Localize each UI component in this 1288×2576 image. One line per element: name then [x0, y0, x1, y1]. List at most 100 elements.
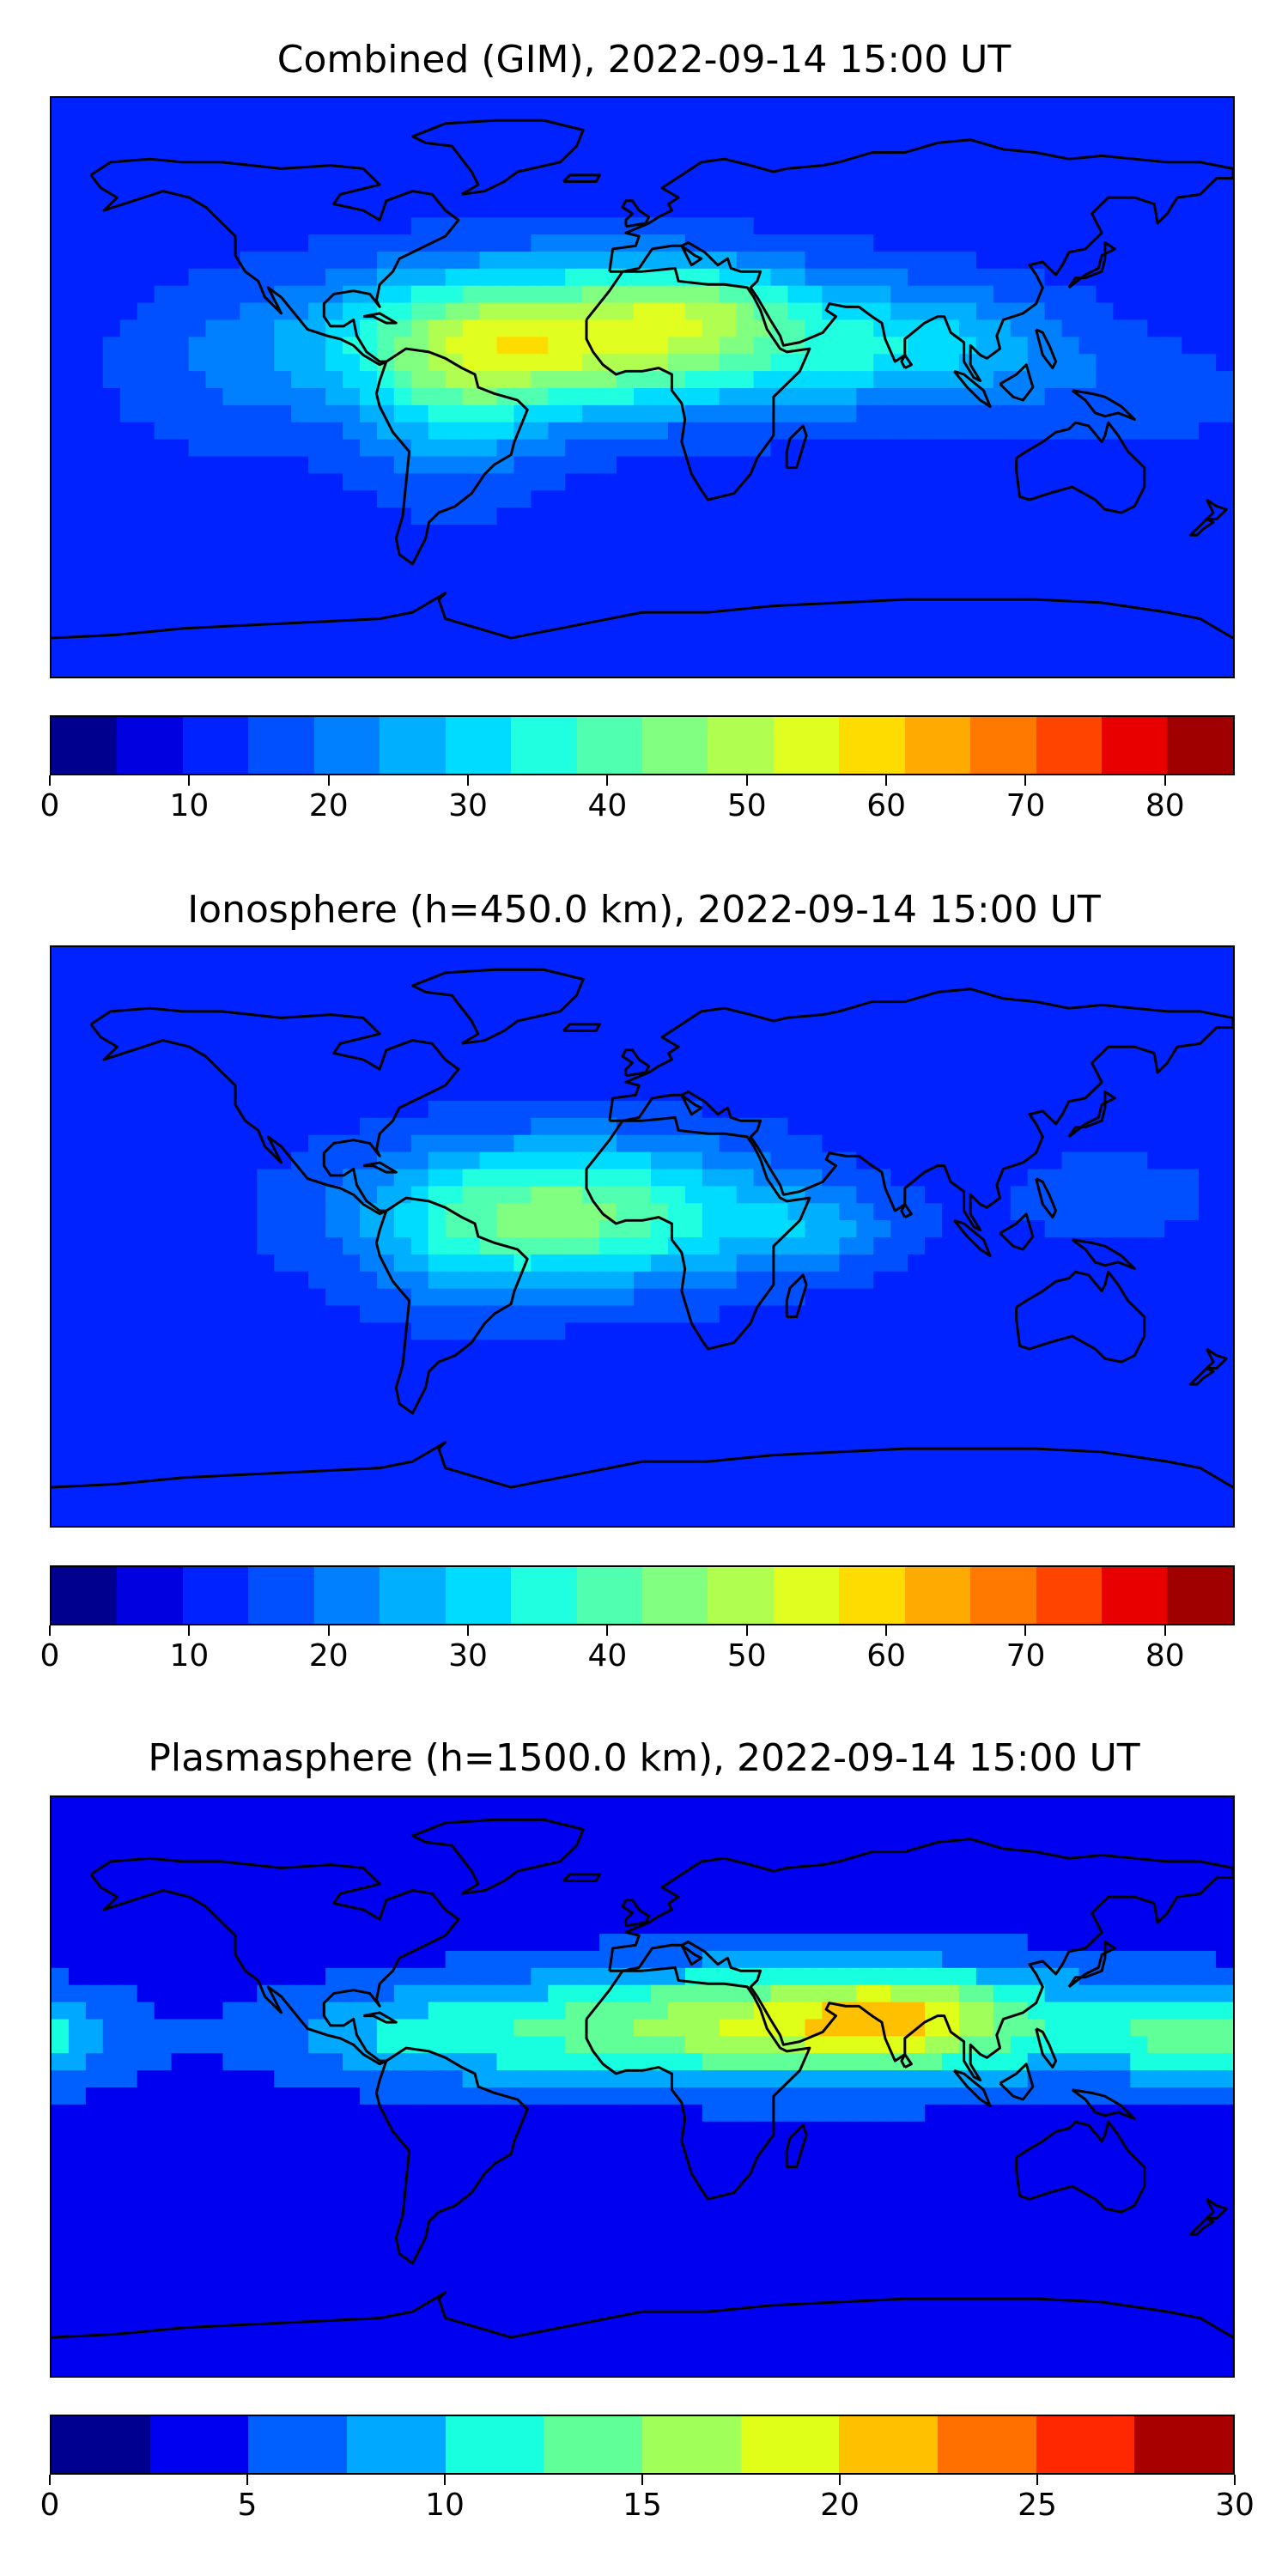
tec-cell	[993, 661, 1012, 677]
tec-cell	[531, 217, 550, 236]
tec-cell	[1216, 354, 1233, 373]
tec-cell	[291, 575, 310, 594]
tec-cell	[240, 490, 258, 509]
tec-cell	[719, 268, 738, 287]
tec-cell	[1078, 947, 1097, 965]
tec-cell	[736, 1288, 755, 1307]
tec-cell	[975, 1049, 994, 1068]
tec-cell	[119, 1322, 138, 1341]
tec-cell	[410, 456, 429, 475]
tec-cell	[736, 1814, 755, 1832]
tec-cell	[1078, 337, 1097, 355]
tec-cell	[85, 439, 104, 458]
tec-cell	[1113, 1169, 1132, 1188]
tec-cell	[599, 1476, 618, 1495]
tec-cell	[650, 1271, 669, 1290]
tec-cell	[376, 1459, 395, 1478]
tec-cell	[410, 507, 429, 526]
tec-cell	[240, 1271, 258, 1290]
tec-cell	[102, 1814, 121, 1832]
tec-cell	[1130, 610, 1149, 629]
tec-cell	[941, 1169, 960, 1188]
tec-cell	[359, 1254, 378, 1273]
tec-cell	[1164, 1407, 1183, 1426]
tec-cell	[531, 1032, 550, 1051]
tec-cell	[873, 422, 892, 440]
tec-cell	[119, 947, 138, 965]
tec-cell	[479, 525, 498, 543]
tec-cell	[428, 1151, 447, 1170]
tec-cell	[805, 268, 823, 287]
tec-cell	[1044, 1814, 1063, 1832]
tec-cell	[1027, 166, 1046, 185]
tec-cell	[462, 251, 481, 270]
tec-cell	[908, 1032, 927, 1051]
tec-cell	[513, 661, 532, 677]
tec-cell	[68, 234, 87, 252]
tec-cell	[1010, 354, 1029, 373]
tec-cell	[684, 1476, 703, 1495]
tec-cell	[873, 1442, 892, 1461]
tec-cell	[839, 217, 858, 236]
tec-cell	[1096, 439, 1115, 458]
tec-cell	[1078, 963, 1097, 982]
tec-cell	[890, 1151, 909, 1170]
tec-cell	[462, 627, 481, 646]
tec-cell	[393, 217, 412, 236]
tec-cell	[188, 422, 207, 440]
tec-cell	[445, 456, 464, 475]
tec-cell	[617, 1032, 635, 1051]
colorbar-tick-mark	[885, 1625, 888, 1636]
tec-cell	[102, 251, 121, 270]
tec-cell	[684, 490, 703, 509]
tec-cell	[274, 439, 293, 458]
tec-cell	[52, 1271, 70, 1290]
tec-cell	[240, 456, 258, 475]
tec-cell	[787, 1066, 806, 1085]
tec-cell	[428, 1459, 447, 1478]
tec-cell	[308, 558, 327, 577]
tec-cell	[240, 575, 258, 594]
tec-cell	[958, 490, 977, 509]
tec-cell	[240, 1374, 258, 1392]
tec-cell	[856, 183, 875, 202]
tec-cell	[873, 1459, 892, 1478]
colorbar-tick-label: 20	[308, 1638, 349, 1674]
tec-cell	[805, 1254, 823, 1273]
tec-cell	[102, 1100, 121, 1119]
tec-cell	[102, 644, 121, 663]
tec-cell	[925, 114, 943, 133]
tec-cell	[531, 1203, 550, 1222]
tec-cell	[222, 1476, 241, 1495]
tec-cell	[445, 1407, 464, 1426]
tec-cell	[1061, 1322, 1080, 1341]
tec-cell	[343, 644, 361, 663]
panel-title: Ionosphere (h=450.0 km), 2022-09-14 15:0…	[187, 888, 1101, 932]
tec-cell	[393, 963, 412, 982]
tec-cell	[1027, 1203, 1046, 1222]
tec-cell	[462, 1066, 481, 1085]
tec-cell	[684, 1254, 703, 1273]
tec-cell	[291, 592, 310, 611]
tec-cell	[1147, 439, 1166, 458]
tec-cell	[479, 1203, 498, 1222]
tec-cell	[52, 661, 70, 677]
tec-cell	[1010, 998, 1029, 1017]
tec-cell	[770, 1254, 789, 1273]
tec-cell	[1182, 1390, 1200, 1409]
tec-cell	[650, 1407, 669, 1426]
tec-cell	[393, 1117, 412, 1136]
tec-cell	[839, 1203, 858, 1222]
tec-cell	[496, 1340, 515, 1358]
tec-cell	[188, 98, 207, 116]
tec-cell	[856, 1797, 875, 1815]
tec-cell	[68, 268, 87, 287]
tec-cell	[1113, 490, 1132, 509]
tec-cell	[1130, 98, 1149, 116]
tec-cell	[52, 541, 70, 560]
tec-cell	[257, 1322, 276, 1341]
tec-cell	[393, 1186, 412, 1205]
tec-cell	[137, 1476, 155, 1495]
tec-cell	[428, 1390, 447, 1409]
tec-cell	[719, 200, 738, 219]
